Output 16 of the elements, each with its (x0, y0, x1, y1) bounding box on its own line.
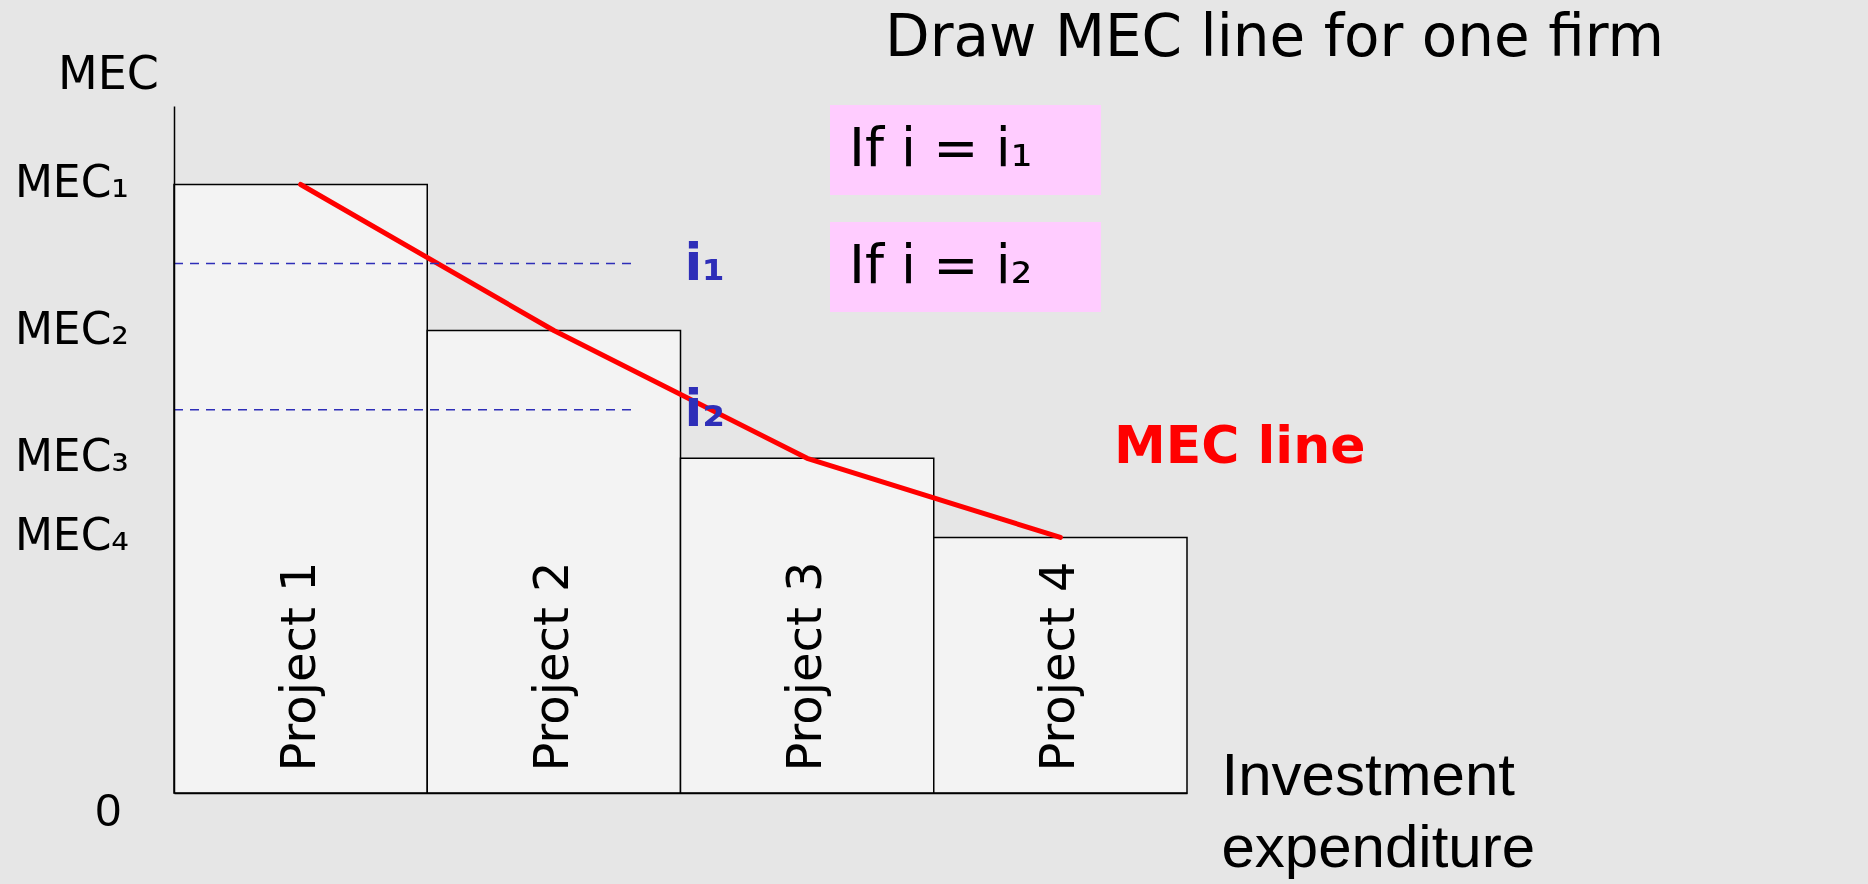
text: MEC₄ (14, 509, 129, 561)
x-tick-label: Project 4 (1029, 561, 1086, 772)
x-tick-label: Project 3 (776, 561, 833, 772)
text: MEC₂ (14, 302, 129, 354)
series-label: MEC line (1114, 415, 1366, 475)
y-axis-title: MEC (58, 45, 159, 100)
chart-title: Draw MEC line for one firm (885, 2, 1665, 70)
x-axis-title: Investment expenditure (1221, 740, 1536, 880)
text: MEC₁ (14, 156, 129, 208)
text: If i = i₁ (849, 116, 1033, 179)
text: MEC₃ (14, 430, 129, 482)
ref-line-label: i₁ (684, 231, 725, 292)
annotation: If i = i₂ (849, 233, 1033, 296)
text: 0 (95, 784, 121, 836)
x-tick-label: Project 1 (269, 561, 326, 772)
x-tick-label: Project 2 (522, 561, 579, 772)
